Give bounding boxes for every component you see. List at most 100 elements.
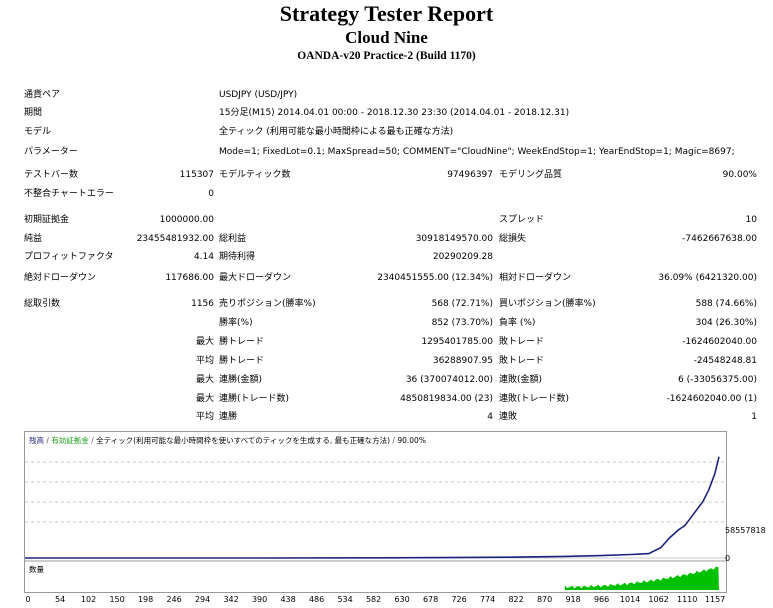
avg-win-label: 勝トレード — [219, 356, 265, 366]
largest-win-value: 1295401785.00 — [421, 337, 493, 347]
x-tick-label: 582 — [365, 595, 382, 604]
maxconsamt-prefix: 最大 — [195, 394, 214, 404]
params-value: Mode=1; FixedLot=0.1; MaxSpread=50; COMM… — [219, 147, 735, 157]
largest-win-label: 勝トレード — [219, 337, 265, 347]
x-tick-label: 822 — [508, 595, 524, 604]
quality-label: モデリング品質 — [499, 170, 563, 180]
mismatch-label: 不整合チャートエラー — [24, 189, 114, 199]
legend-sep-2: / — [91, 436, 94, 445]
maxconslossamt-label: 連敗(トレード数) — [499, 394, 570, 404]
x-tick-label: 0 — [25, 595, 31, 604]
bars-label: テストバー数 — [24, 170, 79, 180]
deposit-value: 1000000.00 — [159, 215, 214, 225]
avgconswin-label: 連勝 — [219, 412, 238, 422]
period-label: 期間 — [24, 108, 43, 118]
largest-loss-value: -1624602040.00 — [682, 337, 757, 347]
report-title: Strategy Tester Report — [279, 1, 494, 26]
grossprofit-value: 30918149570.00 — [415, 234, 493, 244]
short-label: 売りポジション(勝率%) — [219, 299, 316, 309]
maxconsprofit-value: 4850819834.00 (23) — [400, 394, 493, 404]
balance-chart: 残高 / 有効証拠金 / 全ティック(利用可能な最小時間枠を使いすべてのティック… — [24, 431, 727, 593]
x-tick-label: 1014 — [619, 595, 641, 604]
quality-value: 90.00% — [722, 170, 757, 180]
absdd-value: 117686.00 — [165, 273, 214, 283]
short-value: 568 (72.71%) — [431, 299, 493, 309]
x-tick-label: 726 — [451, 595, 467, 604]
x-tick-label: 486 — [308, 595, 325, 604]
average-prefix: 平均 — [195, 356, 214, 366]
avgconsloss-value: 1 — [751, 412, 757, 422]
x-tick-label: 294 — [194, 595, 211, 604]
x-tick-label: 1062 — [648, 595, 669, 604]
maxconswin-value: 36 (370074012.00) — [405, 375, 493, 385]
legend-equity: 有効証拠金 — [51, 436, 89, 445]
avg-win-value: 36288907.95 — [432, 356, 493, 366]
trades-label: 総取引数 — [24, 299, 61, 309]
legend-model: 全ティック(利用可能な最小時間枠を使いすべてのティックを生成する, 最も正確な方… — [96, 436, 391, 445]
x-tick-label: 390 — [251, 595, 268, 604]
ticks-value: 97496397 — [447, 170, 493, 180]
lossrate-value: 304 (26.30%) — [695, 318, 757, 328]
grossprofit-label: 総利益 — [219, 234, 247, 244]
x-tick-label: 438 — [280, 595, 296, 604]
bars-value: 115307 — [179, 170, 214, 180]
trades-value: 1156 — [191, 299, 214, 309]
model-value: 全ティック (利用可能な最小時間枠による最も正確な方法) — [219, 127, 454, 137]
x-tick-label: 774 — [479, 595, 496, 604]
balance-chart-svg — [25, 456, 726, 590]
spread-value: 10 — [745, 215, 757, 225]
absdd-label: 絶対ドローダウン — [24, 273, 97, 283]
x-tick-label: 870 — [536, 595, 553, 604]
balance-line — [25, 456, 720, 559]
x-tick-label: 54 — [55, 595, 66, 604]
legend-sep-3: / — [392, 436, 395, 445]
legend-sep-1: / — [46, 436, 49, 445]
avg-loss-label: 敗トレード — [499, 356, 545, 366]
pf-value: 4.14 — [193, 252, 214, 262]
symbol-label: 通貨ペア — [24, 90, 61, 100]
avgcons-prefix: 平均 — [195, 412, 214, 422]
winrate-value: 852 (73.70%) — [431, 318, 493, 328]
symbol-value: USDJPY (USD/JPY) — [219, 90, 298, 100]
maxconsprofit-label: 連勝(トレード数) — [219, 394, 290, 404]
long-value: 588 (74.66%) — [695, 299, 757, 309]
model-label: モデル — [24, 127, 52, 137]
x-tick-label: 966 — [593, 595, 610, 604]
maxcons-prefix: 最大 — [195, 375, 214, 385]
period-value: 15分足(M15) 2014.04.01 00:00 - 2018.12.30 … — [219, 108, 570, 118]
avgconsloss-label: 連敗 — [499, 412, 518, 422]
deposit-label: 初期証拠金 — [24, 215, 70, 225]
maxconsloss-value: 6 (-33056375.00) — [678, 375, 757, 385]
largest-loss-label: 敗トレード — [499, 337, 545, 347]
avgconswin-value: 4 — [487, 412, 493, 422]
ticks-label: モデルティック数 — [219, 170, 291, 180]
server-name: OANDA-v20 Practice-2 (Build 1170) — [297, 50, 476, 62]
reldd-value: 36.09% (6421320.00) — [658, 273, 757, 283]
x-tick-label: 198 — [137, 595, 154, 604]
maxconslossamt-value: -1624602040.00 (1) — [666, 394, 757, 404]
legend-balance: 残高 — [29, 436, 44, 445]
x-tick-label: 150 — [109, 595, 125, 604]
y-label-zero: 0 — [725, 554, 731, 563]
maxdd-value: 2340451555.00 (12.34%) — [377, 273, 493, 283]
maxdd-label: 最大ドローダウン — [219, 273, 292, 283]
avg-loss-value: -24548248.81 — [693, 356, 757, 366]
mismatch-value: 0 — [208, 189, 214, 199]
y-label-top: 58557818 — [725, 526, 766, 535]
x-tick-label: 102 — [80, 595, 97, 604]
x-tick-label: 246 — [166, 595, 182, 604]
legend-quality: 90.00% — [397, 436, 426, 445]
volume-label: 数量 — [29, 565, 44, 574]
long-label: 買いポジション(勝率%) — [499, 299, 596, 309]
netprofit-value: 23455481932.00 — [136, 234, 214, 244]
grossloss-value: -7462667638.00 — [682, 234, 757, 244]
params-label: パラメーター — [24, 147, 78, 157]
maxconswin-label: 連勝(金額) — [219, 375, 263, 385]
expected-value: 20290209.28 — [432, 252, 493, 262]
lossrate-label: 負率 (%) — [499, 318, 536, 328]
expected-label: 期待利得 — [219, 252, 256, 262]
largest-prefix: 最大 — [195, 337, 214, 347]
chart-legend: 残高 / 有効証拠金 / 全ティック(利用可能な最小時間枠を使いすべてのティック… — [29, 435, 426, 446]
x-tick-label: 1110 — [677, 595, 698, 604]
ea-name: Cloud Nine — [345, 28, 428, 47]
